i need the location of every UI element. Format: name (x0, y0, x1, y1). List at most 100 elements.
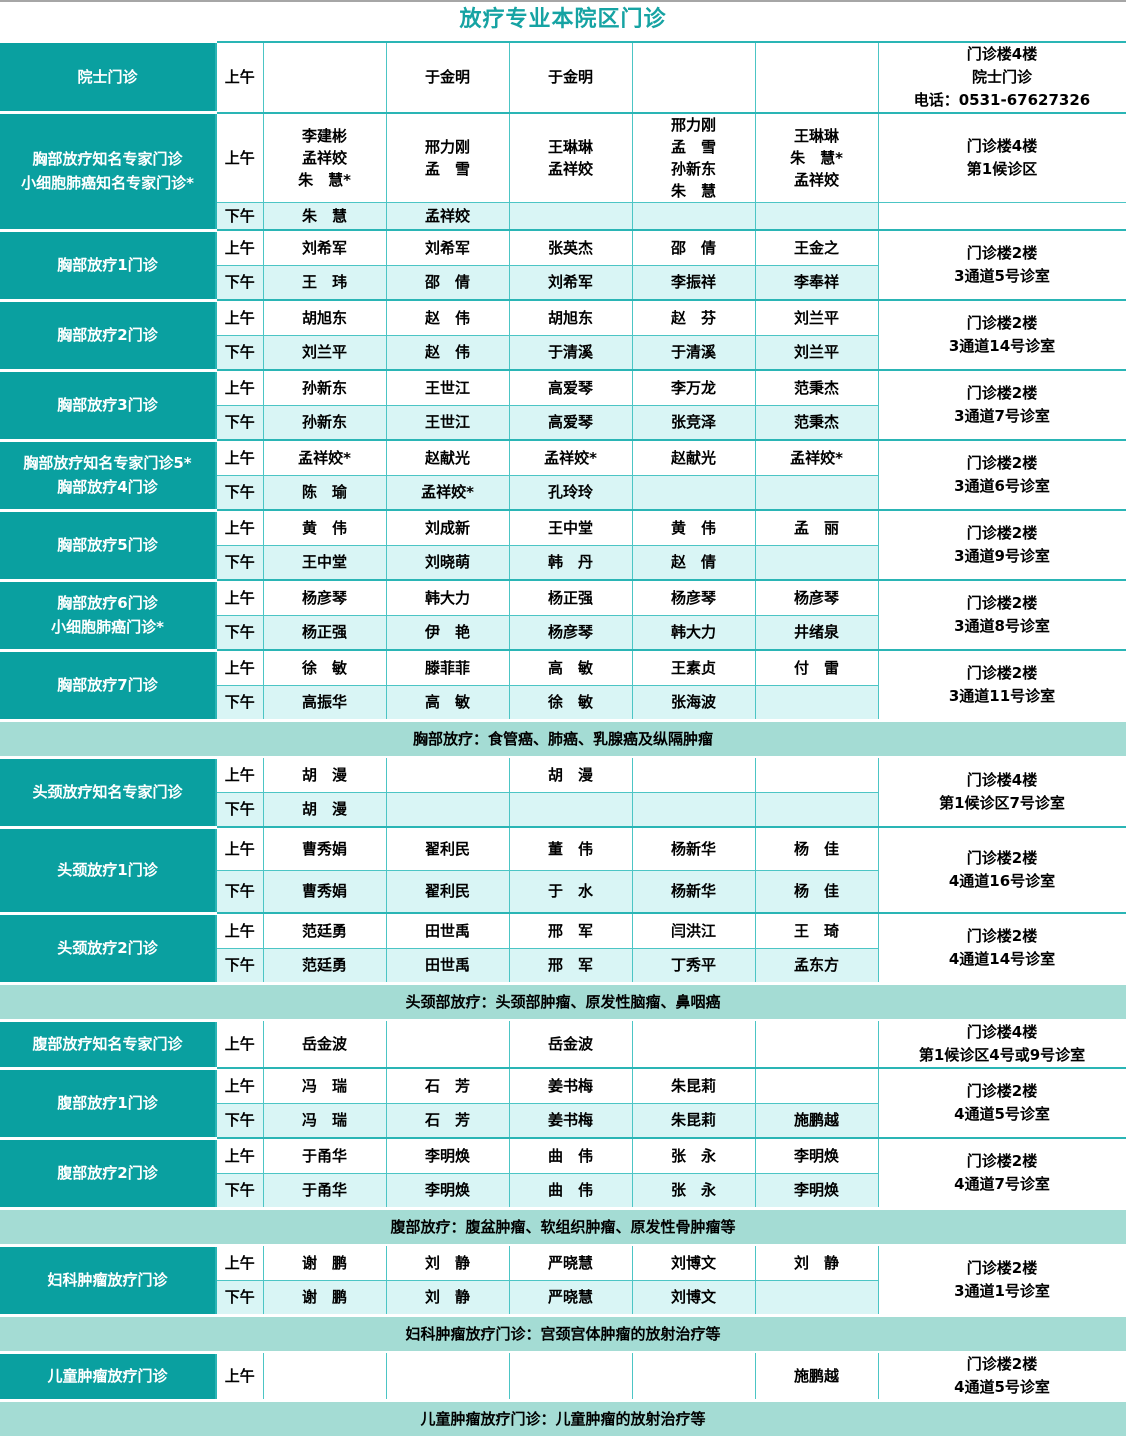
doctor-cell: 韩 丹 (508, 544, 633, 581)
session-label: 上午 (215, 229, 264, 266)
session-label: 下午 (215, 264, 264, 301)
doctor-cell: 杨彦琴 (754, 579, 879, 616)
location-cell: 门诊楼2楼 4通道7号诊室 (877, 1137, 1126, 1209)
doctor-cell: 杨彦琴 (508, 614, 633, 651)
doctor-cell (754, 1279, 879, 1316)
doctor-cell: 王世江 (385, 369, 510, 406)
doctor-cell: 徐 敏 (508, 684, 633, 721)
location-cell: 门诊楼2楼 3通道8号诊室 (877, 579, 1126, 651)
doctor-cell (508, 201, 633, 231)
doctor-cell: 黄 伟 (631, 509, 756, 546)
session-label: 下午 (215, 1279, 264, 1316)
session-label: 上午 (215, 111, 264, 203)
doctor-cell: 高爱琴 (508, 369, 633, 406)
dept-cell: 腹部放疗知名专家门诊 (0, 1018, 217, 1070)
session-label: 上午 (215, 1019, 264, 1069)
doctor-cell: 李振祥 (631, 264, 756, 301)
doctor-cell (631, 756, 756, 793)
session-label: 上午 (215, 40, 264, 113)
doctor-cell (754, 544, 879, 581)
doctor-cell: 滕菲菲 (385, 649, 510, 686)
doctor-cell: 张竞泽 (631, 404, 756, 441)
doctor-cell: 孙新东 (262, 404, 387, 441)
doctor-cell: 韩大力 (385, 579, 510, 616)
location-cell: 门诊楼2楼 4通道14号诊室 (877, 912, 1126, 984)
session-label: 上午 (215, 369, 264, 406)
dept-cell: 胸部放疗1门诊 (0, 228, 217, 302)
doctor-cell (508, 791, 633, 828)
doctor-cell: 于金明 (508, 40, 633, 113)
location-cell: 门诊楼2楼 4通道5号诊室 (877, 1351, 1126, 1401)
doctor-cell (631, 40, 756, 113)
session-label: 下午 (215, 1172, 264, 1209)
doctor-cell: 李奉祥 (754, 264, 879, 301)
doctor-cell: 董 伟 (508, 826, 633, 871)
location-cell: 门诊楼4楼 第1候诊区 (877, 111, 1126, 203)
doctor-cell: 范秉杰 (754, 369, 879, 406)
doctor-cell (385, 756, 510, 793)
session-label: 下午 (215, 947, 264, 984)
doctor-cell: 施鹏越 (754, 1102, 879, 1139)
doctor-cell: 高 敏 (385, 684, 510, 721)
doctor-cell: 于金明 (385, 40, 510, 113)
doctor-cell: 石 芳 (385, 1067, 510, 1104)
doctor-cell: 翟利民 (385, 869, 510, 914)
doctor-cell: 王金之 (754, 229, 879, 266)
session-label: 上午 (215, 1244, 264, 1281)
doctor-cell: 李万龙 (631, 369, 756, 406)
doctor-cell: 于清溪 (631, 334, 756, 371)
session-label: 上午 (215, 1067, 264, 1104)
doctor-cell (385, 791, 510, 828)
doctor-cell: 胡 漫 (262, 756, 387, 793)
doctor-cell (262, 1351, 387, 1401)
doctor-cell: 李明焕 (385, 1172, 510, 1209)
doctor-cell: 邵 倩 (631, 229, 756, 266)
doctor-cell: 刘 静 (754, 1244, 879, 1281)
doctor-cell: 王中堂 (508, 509, 633, 546)
doctor-cell: 朱昆莉 (631, 1102, 756, 1139)
doctor-cell: 朱昆莉 (631, 1067, 756, 1104)
doctor-cell: 刘兰平 (754, 334, 879, 371)
doctor-cell: 赵献光 (385, 439, 510, 476)
doctor-cell: 冯 瑞 (262, 1067, 387, 1104)
doctor-cell: 孟祥姣 (385, 201, 510, 231)
doctor-cell (754, 474, 879, 511)
session-label: 下午 (215, 614, 264, 651)
doctor-cell: 张 永 (631, 1172, 756, 1209)
session-label: 上午 (215, 649, 264, 686)
doctor-cell: 杨新华 (631, 869, 756, 914)
doctor-cell (508, 1351, 633, 1401)
session-label: 上午 (215, 1137, 264, 1174)
doctor-cell: 曲 伟 (508, 1137, 633, 1174)
session-label: 下午 (215, 474, 264, 511)
doctor-cell: 刘希军 (508, 264, 633, 301)
location-cell: 门诊楼2楼 4通道5号诊室 (877, 1067, 1126, 1139)
doctor-cell: 刘兰平 (754, 299, 879, 336)
doctor-cell: 于甬华 (262, 1172, 387, 1209)
doctor-cell: 杨正强 (262, 614, 387, 651)
section-note: 腹部放疗：腹盆肿瘤、软组织肿瘤、原发性骨肿瘤等 (0, 1207, 1126, 1246)
doctor-cell: 赵 伟 (385, 299, 510, 336)
doctor-cell: 李明焕 (754, 1172, 879, 1209)
session-label: 上午 (215, 299, 264, 336)
session-label: 下午 (215, 684, 264, 721)
location-cell-empty (877, 201, 1126, 231)
doctor-cell: 王世江 (385, 404, 510, 441)
doctor-cell: 高振华 (262, 684, 387, 721)
doctor-cell: 冯 瑞 (262, 1102, 387, 1139)
session-label: 上午 (215, 1351, 264, 1401)
doctor-cell: 谢 鹏 (262, 1279, 387, 1316)
doctor-cell: 陈 瑜 (262, 474, 387, 511)
doctor-cell (754, 1067, 879, 1104)
doctor-cell: 王 琦 (754, 912, 879, 949)
doctor-cell (631, 474, 756, 511)
doctor-cell: 刘博文 (631, 1279, 756, 1316)
doctor-cell: 伊 艳 (385, 614, 510, 651)
doctor-cell: 刘成新 (385, 509, 510, 546)
session-label: 上午 (215, 826, 264, 871)
doctor-cell: 井绪泉 (754, 614, 879, 651)
section-note: 儿童肿瘤放疗门诊：儿童肿瘤的放射治疗等 (0, 1399, 1126, 1436)
dept-cell: 胸部放疗3门诊 (0, 368, 217, 442)
doctor-cell: 张 永 (631, 1137, 756, 1174)
location-cell: 门诊楼4楼 院士门诊 电话：0531-67627326 (877, 40, 1126, 113)
